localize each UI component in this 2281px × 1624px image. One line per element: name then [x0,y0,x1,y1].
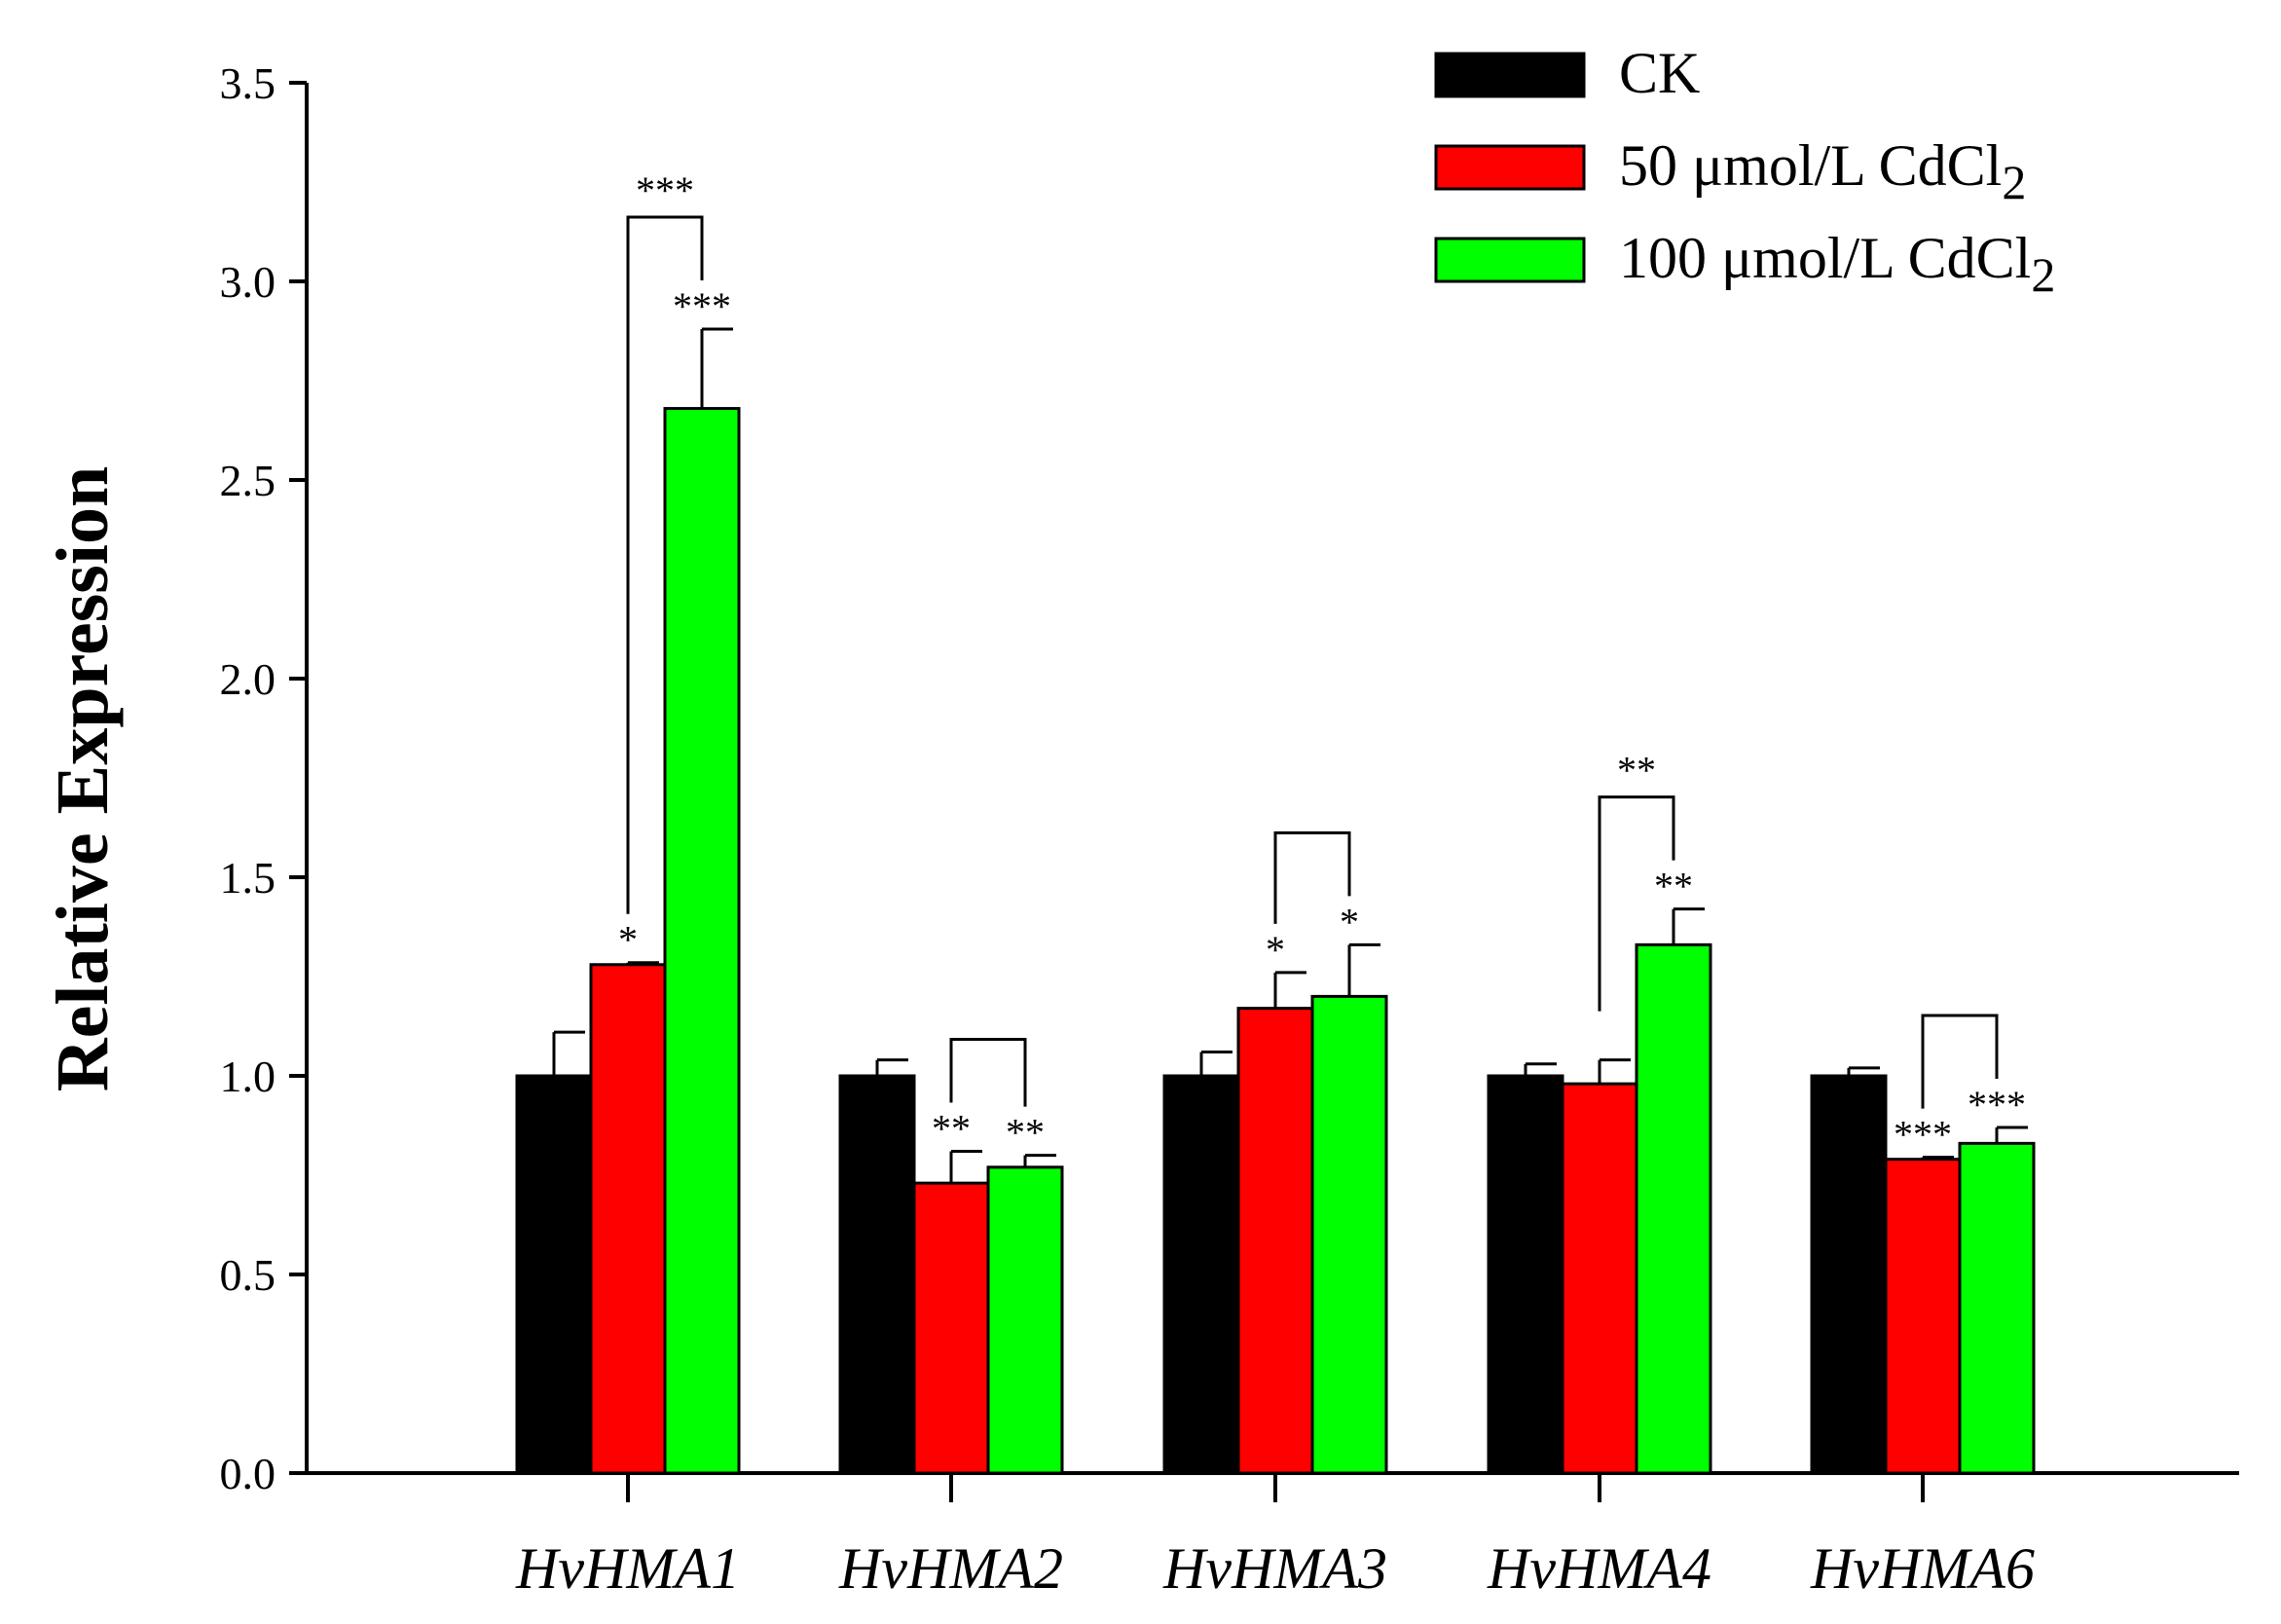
comparison-bracket [626,215,704,914]
bar [663,407,741,1475]
bar [1162,1074,1240,1475]
comparison-bracket [1273,830,1351,924]
bar [1958,1141,2036,1475]
bar [1310,994,1388,1475]
significance-label: * [618,918,638,962]
significance-label: *** [673,284,731,328]
bar [912,1181,990,1475]
bar [515,1074,593,1475]
bar [1635,942,1712,1475]
x-tick-label: HvHMA3 [1162,1536,1387,1601]
comparison-bracket [1921,1014,1999,1109]
y-tick-label: 1.0 [220,1052,276,1101]
x-tick-label: HvHMA2 [838,1536,1063,1601]
bar [838,1074,916,1475]
significance-label: *** [1968,1083,2026,1126]
bar [1561,1082,1638,1475]
x-tick-label: HvHMA4 [1487,1536,1711,1601]
legend-swatch [1434,144,1586,191]
x-tick-label: HvHMA6 [1810,1536,2035,1601]
legend-swatch [1434,52,1586,98]
y-tick-label: 2.5 [220,456,276,505]
significance-label: ** [1654,865,1693,908]
significance-label: * [1340,900,1359,943]
legend-label: 50 μmol/L CdCl2 [1619,133,2026,209]
significance-label: ** [932,1107,971,1151]
comparison-label: *** [636,168,694,212]
y-tick-label: 3.5 [220,58,276,108]
bar [986,1165,1064,1475]
y-tick-label: 0.5 [220,1250,276,1300]
significance-label: * [1266,928,1285,972]
comparison-bracket [949,1038,1027,1107]
significance-label: *** [1894,1113,1952,1157]
legend-label: 100 μmol/L CdCl2 [1619,226,2055,302]
legend-label: CK [1619,41,1700,105]
comparison-bracket [1598,795,1675,1012]
bar [1487,1074,1564,1475]
bar [1810,1074,1888,1475]
legend-swatch [1434,237,1586,283]
comparison-label: ** [1617,749,1656,793]
y-tick-label: 3.0 [220,257,276,307]
y-axis-label: Relative Expression [42,466,124,1091]
y-tick-label: 2.0 [220,654,276,704]
y-tick-label: 0.0 [220,1449,276,1498]
significance-label: ** [1006,1111,1045,1155]
y-tick-label: 1.5 [220,853,276,903]
bar [1884,1158,1962,1475]
bar [589,963,667,1475]
bar [1236,1007,1314,1475]
x-tick-label: HvHMA1 [515,1536,740,1601]
